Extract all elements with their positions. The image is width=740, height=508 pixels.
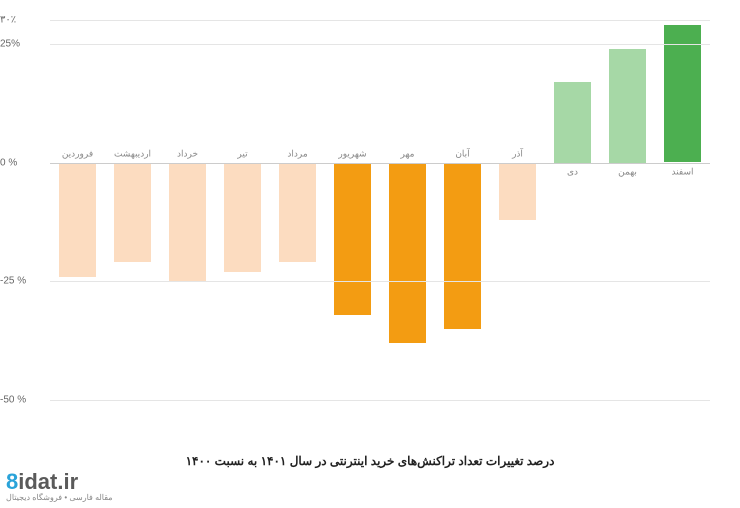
bar xyxy=(169,163,206,282)
bar-slot: خرداد xyxy=(160,20,215,400)
bar-slot: آذر xyxy=(490,20,545,400)
bar-slot: آبان xyxy=(435,20,490,400)
bar xyxy=(114,163,151,263)
bar xyxy=(554,82,591,163)
y-tick-label: -25 % xyxy=(0,276,45,287)
bar-category-label: بهمن xyxy=(600,166,655,177)
bar-category-label: شهریور xyxy=(325,148,380,159)
watermark-logo: 8idat.ir xyxy=(6,471,113,493)
bar-category-label: خرداد xyxy=(160,148,215,159)
gridline xyxy=(50,20,710,21)
bar xyxy=(664,25,701,163)
bar-category-label: فروردین xyxy=(50,148,105,159)
bar xyxy=(334,163,371,315)
bar xyxy=(279,163,316,263)
plot-area: فروردیناردیبهشتخردادتیرمردادشهریورمهرآبا… xyxy=(50,20,710,400)
y-tick-label: ۳۰٪ xyxy=(0,15,45,26)
bar-slot: تیر xyxy=(215,20,270,400)
gridline xyxy=(50,400,710,401)
bar-category-label: تیر xyxy=(215,148,270,159)
bar-chart: فروردیناردیبهشتخردادتیرمردادشهریورمهرآبا… xyxy=(50,20,710,420)
watermark: 8idat.ir مقاله فارسی • فروشگاه دیجیتال xyxy=(6,471,113,502)
watermark-subtext: مقاله فارسی • فروشگاه دیجیتال xyxy=(6,493,113,502)
bar-slot: مهر xyxy=(380,20,435,400)
gridline xyxy=(50,281,710,282)
gridline xyxy=(50,163,710,164)
chart-caption: درصد تغییرات تعداد تراکنش‌های خرید اینتر… xyxy=(0,454,740,468)
bar-category-label: مرداد xyxy=(270,148,325,159)
y-tick-label: 0 % xyxy=(0,157,45,168)
bar-category-label: دی xyxy=(545,166,600,177)
bar-slot: شهریور xyxy=(325,20,380,400)
bar-slot: دی xyxy=(545,20,600,400)
bar-category-label: آذر xyxy=(490,148,545,159)
bar xyxy=(609,49,646,163)
bar-slot: اردیبهشت xyxy=(105,20,160,400)
bars-container: فروردیناردیبهشتخردادتیرمردادشهریورمهرآبا… xyxy=(50,20,710,400)
bar xyxy=(389,163,426,344)
bar xyxy=(224,163,261,272)
bar-category-label: اردیبهشت xyxy=(105,148,160,159)
bar xyxy=(499,163,536,220)
bar-slot: اسفند xyxy=(655,20,710,400)
gridline xyxy=(50,44,710,45)
y-tick-label: 25% xyxy=(0,38,45,49)
bar-category-label: مهر xyxy=(380,148,435,159)
bar-category-label: اسفند xyxy=(655,166,710,177)
bar-slot: بهمن xyxy=(600,20,655,400)
y-tick-label: -50 % xyxy=(0,395,45,406)
bar-slot: مرداد xyxy=(270,20,325,400)
bar xyxy=(444,163,481,329)
bar-slot: فروردین xyxy=(50,20,105,400)
bar xyxy=(59,163,96,277)
bar-category-label: آبان xyxy=(435,148,490,159)
